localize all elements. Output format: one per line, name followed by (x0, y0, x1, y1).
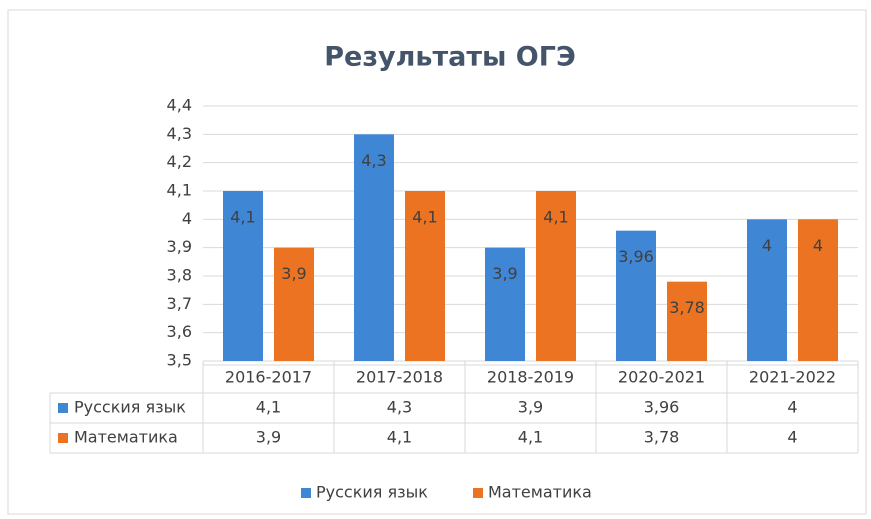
bar (798, 219, 838, 361)
data-label: 4 (762, 236, 772, 255)
bar (223, 191, 263, 361)
data-label: 4,1 (230, 208, 255, 227)
data-label: 4,3 (361, 151, 386, 170)
table-cell: 3,9 (518, 398, 543, 417)
legend-key (473, 488, 483, 498)
table-row-label: Математика (74, 428, 178, 447)
bar (536, 191, 576, 361)
data-label: 4,1 (543, 208, 568, 227)
table-cell: 4,1 (387, 428, 412, 447)
data-label: 4 (813, 236, 823, 255)
y-tick-label: 3,6 (167, 322, 192, 341)
bar (616, 230, 656, 361)
data-label: 3,78 (669, 298, 705, 317)
table-legend-key (58, 403, 68, 413)
chart-title: Результаты ОГЭ (324, 42, 576, 73)
data-label: 3,9 (492, 264, 517, 283)
y-tick-label: 3,8 (167, 266, 192, 285)
bar (667, 281, 707, 361)
bar (485, 247, 525, 361)
y-tick-label: 4,2 (167, 152, 192, 171)
table-cell: 4,1 (256, 398, 281, 417)
y-tick-label: 3,5 (167, 351, 192, 370)
data-label: 4,1 (412, 208, 437, 227)
legend-label: Русския язык (316, 483, 428, 502)
data-label: 3,9 (281, 264, 306, 283)
table-cell: 3,96 (644, 398, 680, 417)
bar (354, 134, 394, 361)
legend-label: Математика (488, 483, 592, 502)
table-cell: 3,9 (256, 428, 281, 447)
x-tick-label: 2017-2018 (356, 368, 443, 387)
table-cell: 4 (787, 398, 797, 417)
table-cell: 3,78 (644, 428, 680, 447)
x-tick-label: 2016-2017 (225, 368, 312, 387)
table-cell: 4,3 (387, 398, 412, 417)
bar (747, 219, 787, 361)
y-tick-label: 3,9 (167, 237, 192, 256)
y-tick-label: 4,1 (167, 181, 192, 200)
legend-key (301, 488, 311, 498)
bar (274, 247, 314, 361)
x-tick-label: 2020-2021 (618, 368, 705, 387)
y-tick-label: 4,4 (167, 96, 192, 115)
y-tick-label: 4,3 (167, 124, 192, 143)
table-row-label: Русския язык (74, 398, 186, 417)
bar (405, 191, 445, 361)
table-cell: 4 (787, 428, 797, 447)
table-legend-key (58, 433, 68, 443)
y-tick-label: 4 (182, 209, 192, 228)
y-tick-label: 3,7 (167, 294, 192, 313)
data-label: 3,96 (618, 247, 654, 266)
x-tick-label: 2021-2022 (749, 368, 836, 387)
table-cell: 4,1 (518, 428, 543, 447)
x-tick-label: 2018-2019 (487, 368, 574, 387)
